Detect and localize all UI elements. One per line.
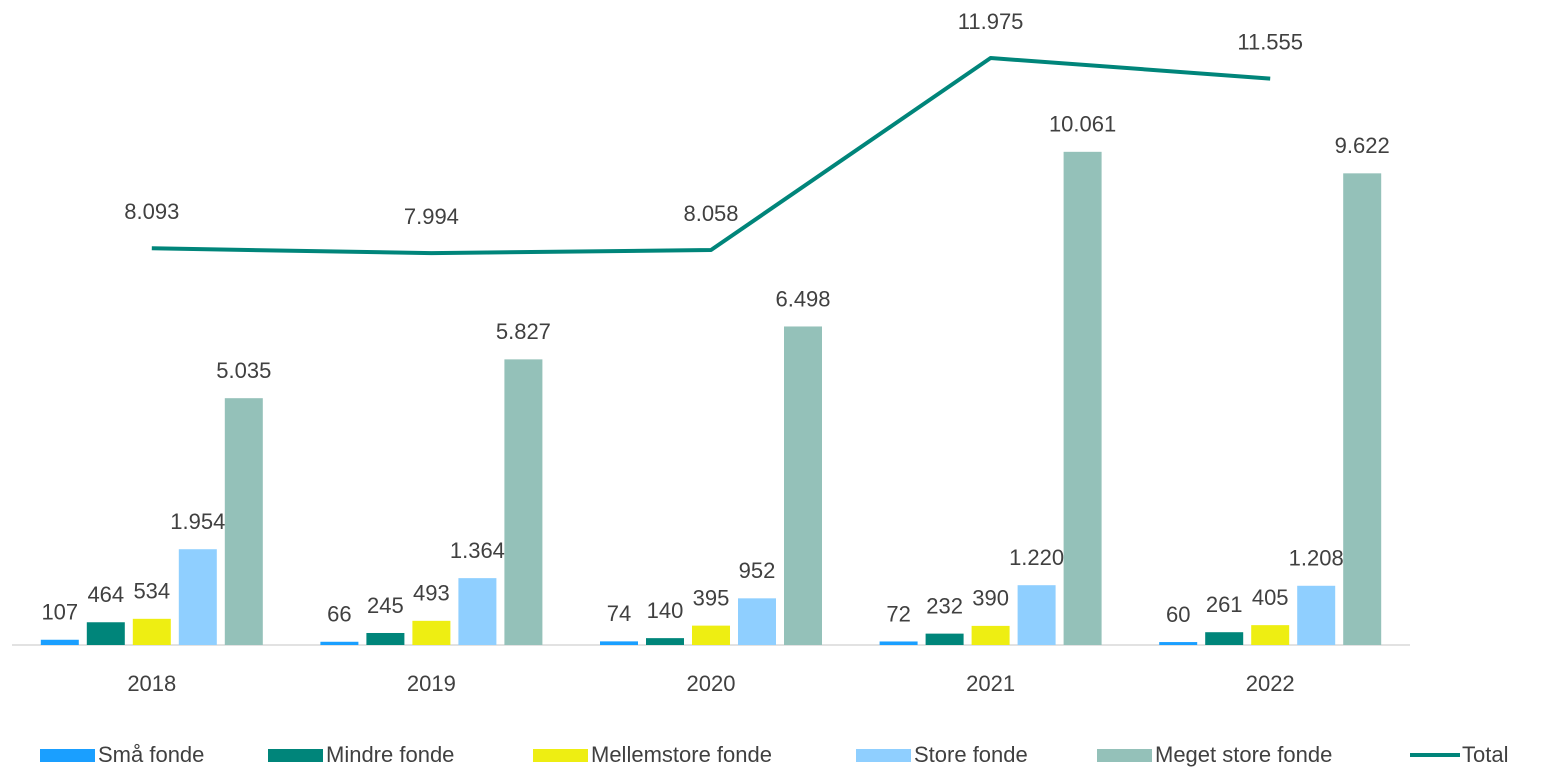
data-label: 952 xyxy=(739,558,776,583)
bar xyxy=(178,549,217,645)
legend-label: Små fonde xyxy=(98,742,204,767)
line xyxy=(151,56,1271,256)
data-label: 7.994 xyxy=(404,204,459,229)
data-label: 140 xyxy=(647,598,684,623)
legend-swatch xyxy=(533,749,588,762)
bar xyxy=(1343,173,1382,645)
legend-swatch xyxy=(40,749,95,762)
data-label: 1.954 xyxy=(170,509,225,534)
bar xyxy=(784,326,822,645)
bar xyxy=(1205,632,1244,645)
data-label: 1.220 xyxy=(1009,545,1064,570)
data-label: 11.555 xyxy=(1237,29,1303,54)
bar xyxy=(1063,151,1102,645)
legend-swatch xyxy=(1097,749,1152,762)
data-label: 8.093 xyxy=(124,199,179,224)
data-label: 464 xyxy=(87,582,124,607)
data-label: 11.975 xyxy=(958,9,1024,34)
legend-label: Total xyxy=(1462,742,1508,767)
bar xyxy=(879,641,918,645)
bar xyxy=(646,638,684,645)
bar xyxy=(412,620,451,645)
bar xyxy=(1159,642,1198,645)
data-label: 66 xyxy=(327,602,351,627)
x-tick-label: 2018 xyxy=(127,671,176,696)
legend-label: Mellemstore fonde xyxy=(591,742,772,767)
data-label: 10.061 xyxy=(1049,112,1116,137)
bar xyxy=(224,398,263,645)
data-label: 534 xyxy=(133,579,170,604)
data-label: 74 xyxy=(607,601,631,626)
x-tick-label: 2020 xyxy=(687,671,736,696)
bar xyxy=(600,641,638,645)
data-label: 405 xyxy=(1252,585,1289,610)
bar xyxy=(366,632,405,645)
data-label: 8.058 xyxy=(683,201,738,226)
bar xyxy=(458,578,497,645)
data-label: 1.364 xyxy=(450,538,505,563)
legend-swatch xyxy=(268,749,323,762)
bar xyxy=(925,633,964,645)
data-label: 107 xyxy=(41,600,78,625)
data-label: 261 xyxy=(1206,592,1243,617)
data-label: 9.622 xyxy=(1335,133,1390,158)
data-label: 5.035 xyxy=(216,358,271,383)
legend-label: Mindre fonde xyxy=(326,742,454,767)
bar xyxy=(40,639,79,645)
bar xyxy=(504,359,543,645)
data-label: 232 xyxy=(926,593,963,618)
bar xyxy=(971,625,1010,645)
x-tick-label: 2021 xyxy=(966,671,1015,696)
bar xyxy=(1251,625,1290,645)
data-label: 395 xyxy=(693,585,730,610)
bar xyxy=(1017,585,1056,645)
bar xyxy=(320,641,359,645)
data-label: 1.208 xyxy=(1289,546,1344,571)
x-tick-label: 2019 xyxy=(407,671,456,696)
data-label: 5.827 xyxy=(496,319,551,344)
data-label: 6.498 xyxy=(775,286,830,311)
bar xyxy=(132,618,171,645)
data-label: 390 xyxy=(972,586,1009,611)
bar xyxy=(692,625,730,645)
legend-label: Store fonde xyxy=(914,742,1028,767)
legend-label: Meget store fonde xyxy=(1155,742,1332,767)
data-label: 60 xyxy=(1166,602,1190,627)
data-label: 493 xyxy=(413,581,450,606)
legend-swatch xyxy=(856,749,911,762)
bar xyxy=(1297,585,1336,645)
bar xyxy=(86,622,125,645)
data-label: 245 xyxy=(367,593,404,618)
data-label: 72 xyxy=(886,601,910,626)
bar xyxy=(738,598,776,645)
x-tick-label: 2022 xyxy=(1246,671,1295,696)
